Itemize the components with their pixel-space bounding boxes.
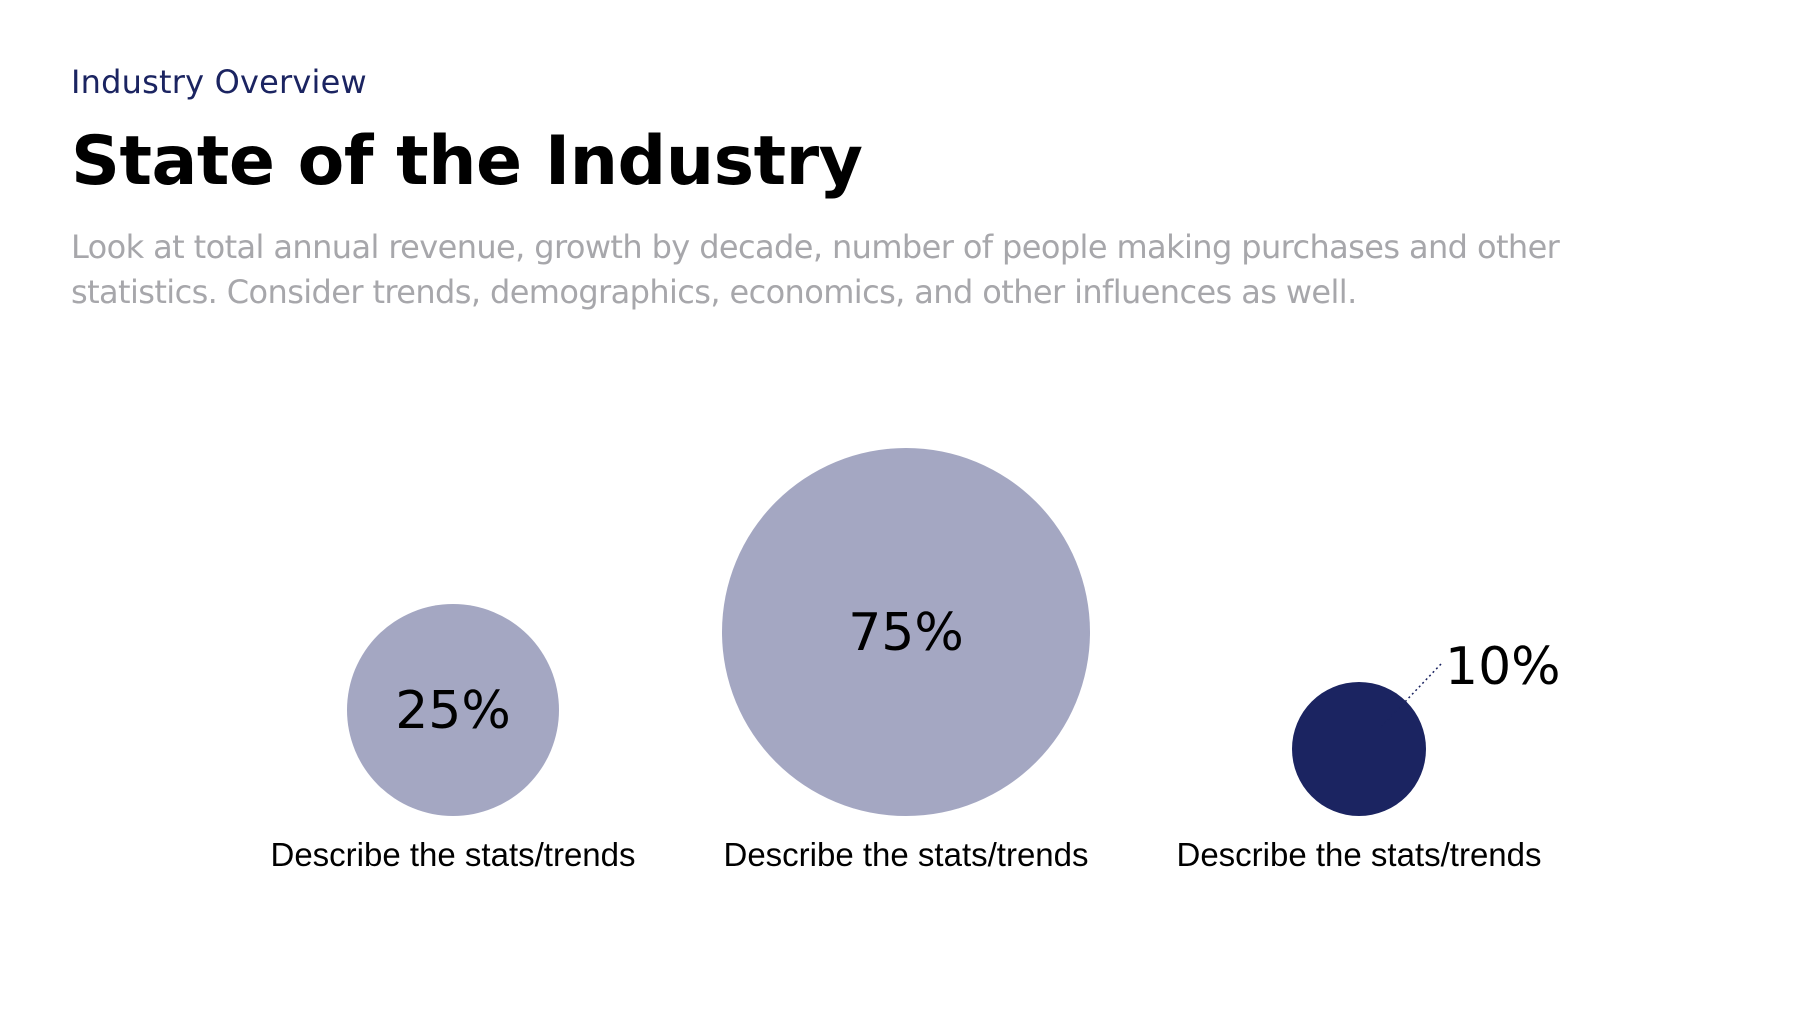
bubble-value-label-2: 75% bbox=[848, 603, 964, 663]
bubble-3 bbox=[1292, 682, 1426, 816]
bubble-caption-1: Describe the stats/trends bbox=[271, 836, 636, 873]
bubble-group-3: 10% Describe the stats/trends bbox=[1177, 637, 1561, 873]
bubble-1 bbox=[347, 604, 559, 816]
bubble-group-1: 25% Describe the stats/trends bbox=[271, 604, 636, 873]
bubble-value-label-1: 25% bbox=[395, 681, 511, 741]
page-title: State of the Industry bbox=[71, 122, 863, 201]
subtitle-line-1: Look at total annual revenue, growth by … bbox=[71, 228, 1560, 266]
subtitle-line-2: statistics. Consider trends, demographic… bbox=[71, 273, 1357, 311]
bubble-group-2: 75% Describe the stats/trends bbox=[722, 448, 1090, 873]
bubble-value-label-3: 10% bbox=[1445, 637, 1561, 697]
section-eyebrow: Industry Overview bbox=[71, 63, 367, 101]
bubble-caption-3: Describe the stats/trends bbox=[1177, 836, 1542, 873]
page-subtitle: Look at total annual revenue, growth by … bbox=[71, 225, 1671, 315]
bubble-2 bbox=[722, 448, 1090, 816]
bubble-caption-2: Describe the stats/trends bbox=[724, 836, 1089, 873]
